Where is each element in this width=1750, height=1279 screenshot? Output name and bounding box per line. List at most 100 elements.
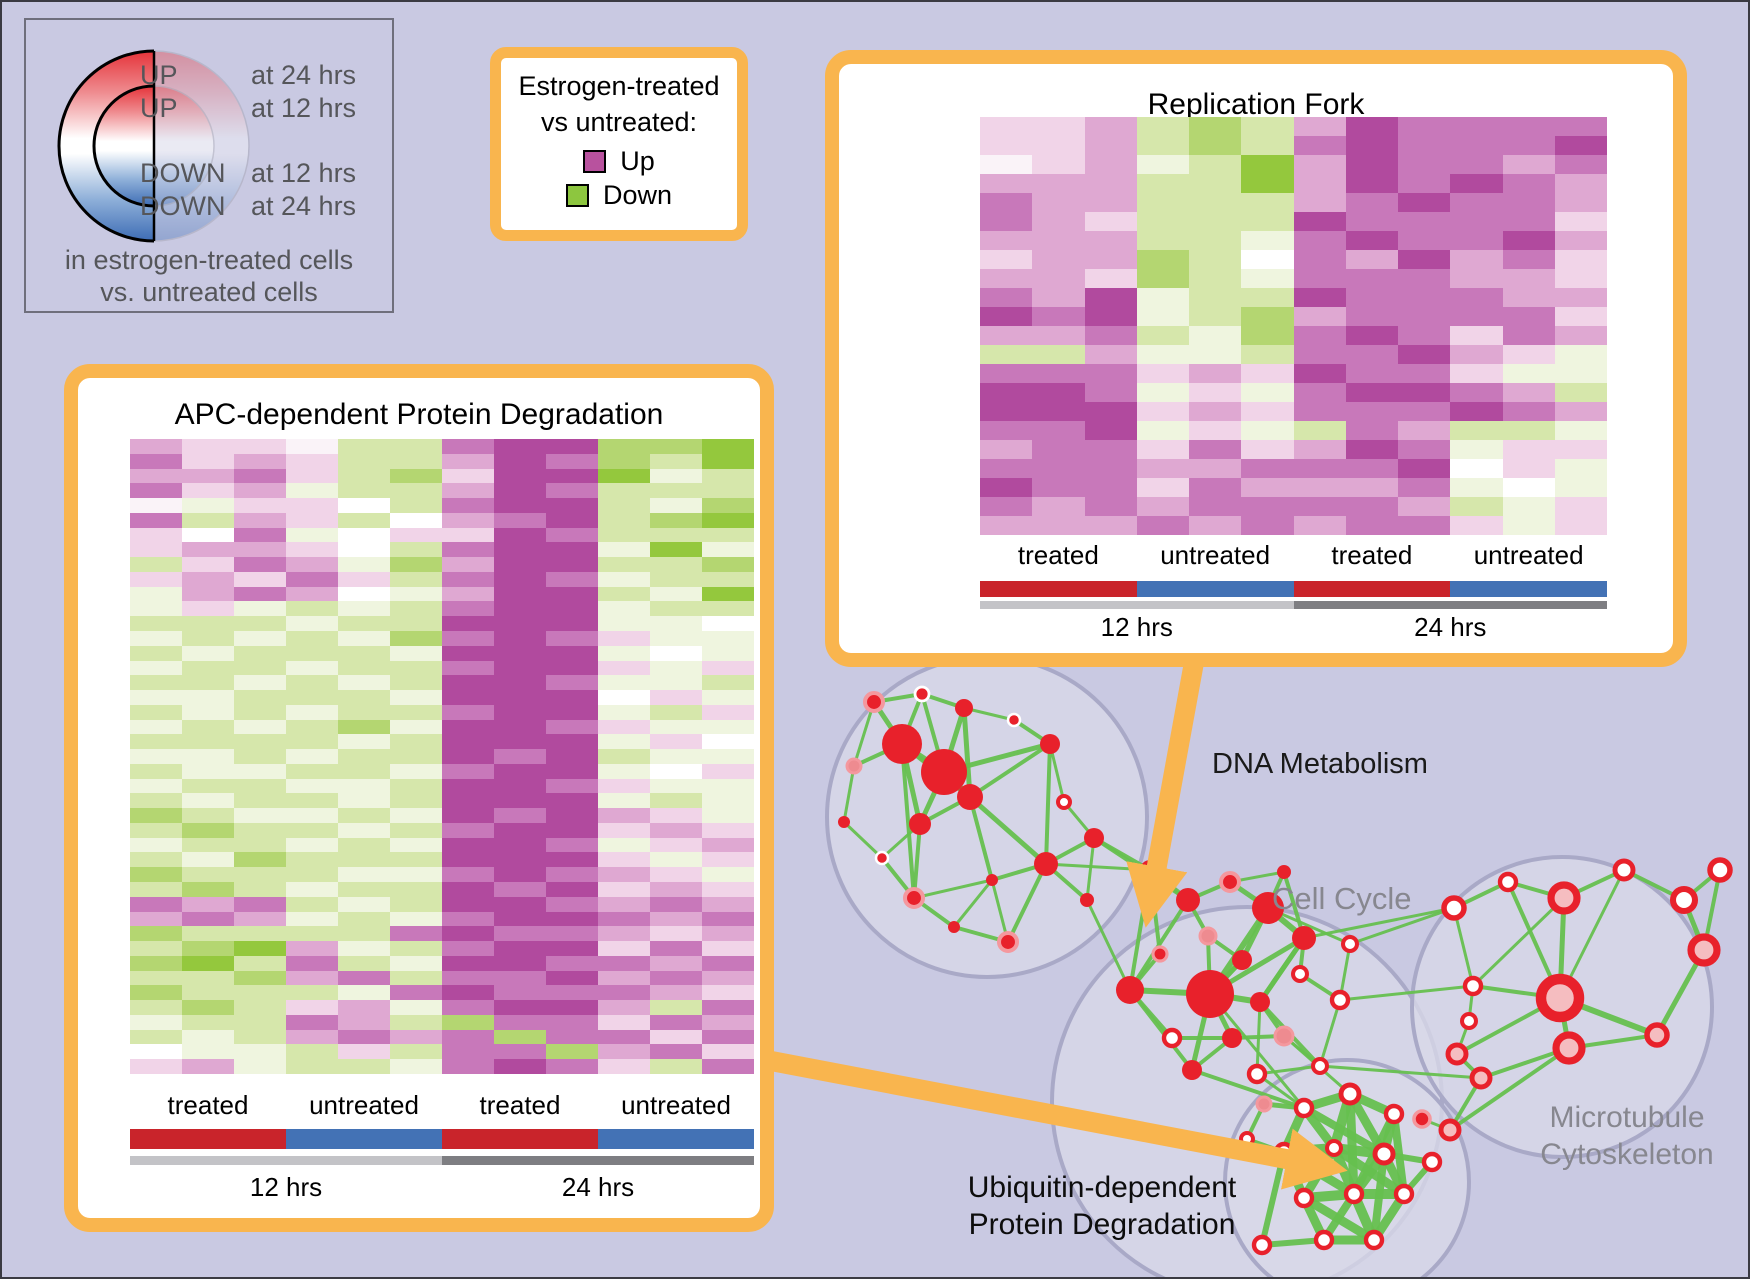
heatmap-cell bbox=[1554, 250, 1607, 269]
network-edge bbox=[1257, 935, 1307, 1005]
heatmap-cell bbox=[442, 793, 494, 809]
heatmap-cell bbox=[494, 719, 546, 735]
network-node bbox=[1292, 926, 1316, 950]
updown-legend-box: UP at 24 hrs UP at 12 hrs DOWN at 12 hrs… bbox=[24, 18, 394, 313]
heatmap-cell bbox=[1032, 307, 1085, 326]
heatmap-cell bbox=[1189, 288, 1242, 307]
heatmap-cell bbox=[650, 734, 702, 750]
heatmap-cell bbox=[234, 512, 286, 528]
heatmap-cell bbox=[598, 1059, 650, 1074]
heatmap-cell bbox=[1032, 326, 1085, 345]
heatmap-cell bbox=[1502, 345, 1555, 364]
heatmap-cell bbox=[980, 250, 1033, 269]
heatmap-cell bbox=[980, 288, 1033, 307]
heatmap-cell bbox=[130, 778, 182, 794]
heatmap-cell bbox=[182, 1000, 234, 1015]
heatmap-cell bbox=[1293, 193, 1346, 212]
heatmap-cell bbox=[546, 970, 598, 986]
heatmap-cell bbox=[650, 453, 702, 469]
heatmap-cell bbox=[546, 955, 598, 971]
heatmap-cell bbox=[702, 630, 754, 646]
heatmap-cell bbox=[1293, 136, 1346, 155]
heatmap-cell bbox=[130, 896, 182, 912]
heatmap-cell bbox=[130, 852, 182, 868]
heatmap-cell bbox=[650, 468, 702, 484]
network-edge bbox=[1085, 836, 1096, 902]
heatmap-cell bbox=[338, 557, 390, 572]
heatmap-cell bbox=[546, 941, 598, 956]
heatmap-cell bbox=[338, 896, 390, 912]
heatmap-cell bbox=[390, 882, 442, 897]
network-node bbox=[957, 784, 983, 810]
heatmap-cell bbox=[338, 837, 390, 853]
heatmap-cell bbox=[338, 468, 390, 484]
heatmap-cell bbox=[702, 645, 754, 661]
network-node bbox=[1469, 1066, 1493, 1090]
heatmap-cell bbox=[234, 941, 286, 956]
heatmap-cell bbox=[702, 690, 754, 705]
heatmap-cell bbox=[390, 970, 442, 986]
updown-dir-label: DOWN bbox=[140, 158, 226, 188]
heatmap-cell bbox=[390, 601, 442, 617]
heatmap-cell bbox=[980, 193, 1033, 212]
condition-bar-segment bbox=[130, 1129, 286, 1149]
heatmap-cell bbox=[1189, 174, 1242, 193]
heatmap-cell bbox=[494, 704, 546, 720]
heatmap-cell bbox=[442, 527, 494, 543]
heatmap-cell bbox=[494, 1029, 546, 1045]
heatmap-cell bbox=[650, 439, 702, 454]
heatmap-cell bbox=[702, 557, 754, 572]
heatmap-cell bbox=[1502, 250, 1555, 269]
heatmap-cell bbox=[390, 985, 442, 1001]
heatmap-cell bbox=[546, 852, 598, 868]
heatmap-cell bbox=[1345, 250, 1398, 269]
heatmap-cell bbox=[598, 453, 650, 469]
heatmap-cell bbox=[182, 808, 234, 823]
heatmap-cell bbox=[494, 1014, 546, 1030]
network-node bbox=[1341, 935, 1359, 953]
condition-label: untreated bbox=[1473, 540, 1584, 570]
heatmap-cell bbox=[442, 808, 494, 823]
heatmap-cell bbox=[442, 941, 494, 956]
heatmap-cell bbox=[1345, 345, 1398, 364]
heatmap-cell bbox=[130, 734, 182, 750]
heatmap-cell bbox=[494, 749, 546, 764]
heatmap-cell bbox=[1189, 364, 1242, 383]
heatmap-cell bbox=[494, 985, 546, 1001]
ubiquitin-label-line2: Protein Degradation bbox=[968, 1207, 1236, 1241]
heatmap-cell bbox=[390, 867, 442, 883]
heatmap-cell bbox=[338, 660, 390, 676]
heatmap-cell bbox=[650, 675, 702, 691]
heatmap-cell bbox=[338, 763, 390, 779]
heatmap-cell bbox=[1450, 136, 1503, 155]
heatmap-cell bbox=[1398, 364, 1451, 383]
heatmap-cell bbox=[494, 571, 546, 587]
updown-dir-label: UP bbox=[140, 93, 178, 123]
heatmap-cell bbox=[1554, 497, 1607, 516]
heatmap-cell bbox=[598, 571, 650, 587]
heatmap-cell bbox=[130, 690, 182, 705]
network-node bbox=[1176, 888, 1200, 912]
heatmap-cell bbox=[442, 1029, 494, 1045]
heatmap-cell bbox=[702, 1059, 754, 1074]
heatmap-cell bbox=[494, 630, 546, 646]
network-node bbox=[921, 749, 967, 795]
heatmap-cell bbox=[338, 926, 390, 942]
heatmap-cell bbox=[286, 867, 338, 883]
heatmap-cell bbox=[650, 778, 702, 794]
heatmap-cell bbox=[338, 704, 390, 720]
heatmap-cell bbox=[1084, 326, 1137, 345]
heatmap-cell bbox=[234, 527, 286, 543]
heatmap-cell bbox=[182, 660, 234, 676]
heatmap-cell bbox=[598, 852, 650, 868]
heatmap-cell bbox=[234, 793, 286, 809]
network-node bbox=[1460, 1012, 1478, 1030]
heatmap-cell bbox=[702, 660, 754, 676]
heatmap-cell bbox=[546, 704, 598, 720]
heatmap-cell bbox=[1502, 174, 1555, 193]
heatmap-cell bbox=[442, 483, 494, 499]
heatmap-cell bbox=[182, 882, 234, 897]
heatmap-cell bbox=[1450, 516, 1503, 535]
heatmap-cell bbox=[234, 822, 286, 838]
heatmap-cell bbox=[1345, 516, 1398, 535]
